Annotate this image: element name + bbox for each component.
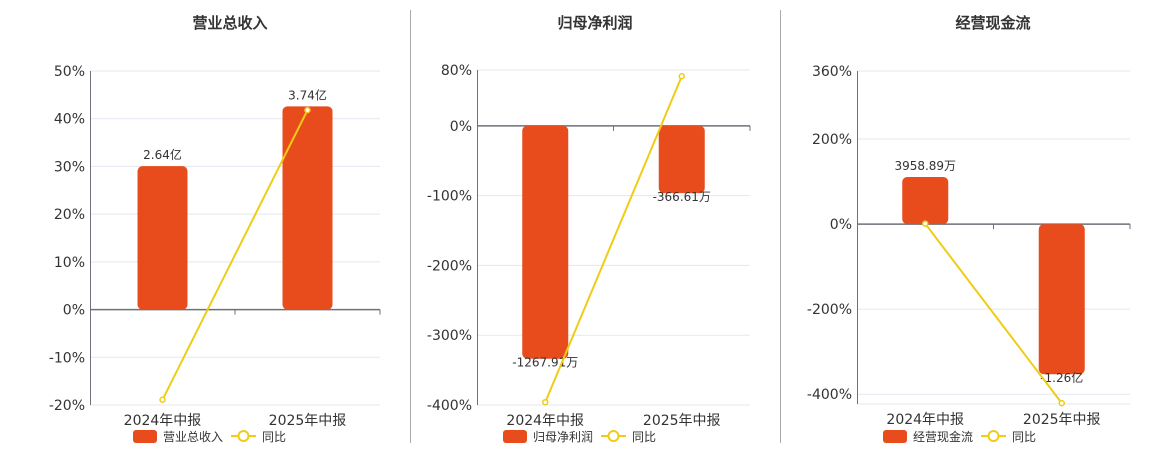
line-series [161, 109, 309, 401]
legend-label: 归母净利润 [533, 430, 593, 444]
y-tick-label: -300% [427, 328, 472, 344]
chart-title: 经营现金流 [955, 14, 1030, 32]
y-tick-label: -200% [427, 258, 472, 274]
bar-data-label: 3958.89万 [894, 159, 956, 173]
y-tick-label: -10% [49, 350, 85, 366]
bar [1038, 224, 1085, 375]
y-tick-label: 360% [812, 64, 852, 80]
chart-title: 归母净利润 [557, 14, 632, 32]
y-tick-label: 0% [63, 303, 85, 319]
legend-label: 同比 [1012, 430, 1036, 444]
legend-line-marker [987, 430, 1000, 442]
legend-label: 营业总收入 [163, 430, 223, 444]
line-point [678, 73, 685, 80]
legend-bar-swatch [883, 430, 907, 443]
y-tick-label: -400% [807, 387, 852, 403]
y-tick-label: -200% [807, 302, 852, 318]
legend-label: 同比 [632, 430, 656, 444]
line-point [922, 220, 929, 227]
y-tick-label: -20% [49, 398, 85, 414]
y-tick-label: 40% [54, 112, 85, 128]
line-series [924, 223, 1063, 404]
chart-3: 经营现金流 360% 200% 0% -200% -400% 2024年中报 3958.89万… [807, 14, 1131, 444]
legend-bar-swatch [133, 430, 157, 443]
bar-data-label: -1.26亿 [1040, 370, 1083, 385]
bar [658, 125, 705, 194]
y-tick-label: 0% [830, 217, 852, 233]
y-tick-label: -400% [427, 398, 472, 414]
line-point [542, 398, 549, 406]
y-tick-label: 10% [54, 255, 85, 271]
y-tick-label: 80% [441, 63, 472, 79]
legend-bar-swatch [503, 430, 527, 443]
line-series [544, 75, 683, 403]
bar [282, 106, 333, 310]
bar-data-label: -366.61万 [653, 190, 711, 204]
y-tick-label: 50% [54, 64, 85, 80]
line-point [159, 396, 166, 404]
x-tick-label: 2025年中报 [643, 413, 721, 429]
x-tick-label: 2025年中报 [1023, 412, 1101, 428]
x-tick-label: 2025年中报 [269, 413, 347, 429]
legend-line-marker [607, 430, 620, 442]
chart-1: 营业总收入 50% 40% 30% 20% 10% 0% -10% -20% 2024年中报 2.6… [49, 14, 381, 444]
x-tick-label: 2024年中报 [124, 413, 202, 429]
bar [902, 176, 949, 225]
y-tick-label: 20% [54, 207, 85, 223]
chart-title: 营业总收入 [192, 14, 267, 32]
y-tick-label: 30% [54, 159, 85, 175]
line-point [304, 106, 311, 114]
bar-data-label: 3.74亿 [288, 87, 327, 102]
y-tick-label: 0% [450, 119, 472, 135]
bar-data-label: -1267.91万 [512, 356, 578, 370]
bar [522, 125, 569, 359]
legend-line-marker [237, 430, 250, 442]
legend-label: 经营现金流 [913, 429, 973, 444]
line-point [1058, 399, 1065, 407]
y-tick-label: -100% [427, 189, 472, 205]
chart-2: 归母净利润 80% 0% -100% -200% -300% -400% 2024年中报 -12… [427, 14, 751, 444]
x-tick-label: 2024年中报 [886, 412, 964, 428]
bar [137, 166, 188, 310]
legend-label: 同比 [262, 430, 286, 444]
x-tick-label: 2024年中报 [506, 413, 584, 429]
y-tick-label: 200% [812, 132, 852, 148]
bar-data-label: 2.64亿 [143, 147, 182, 162]
